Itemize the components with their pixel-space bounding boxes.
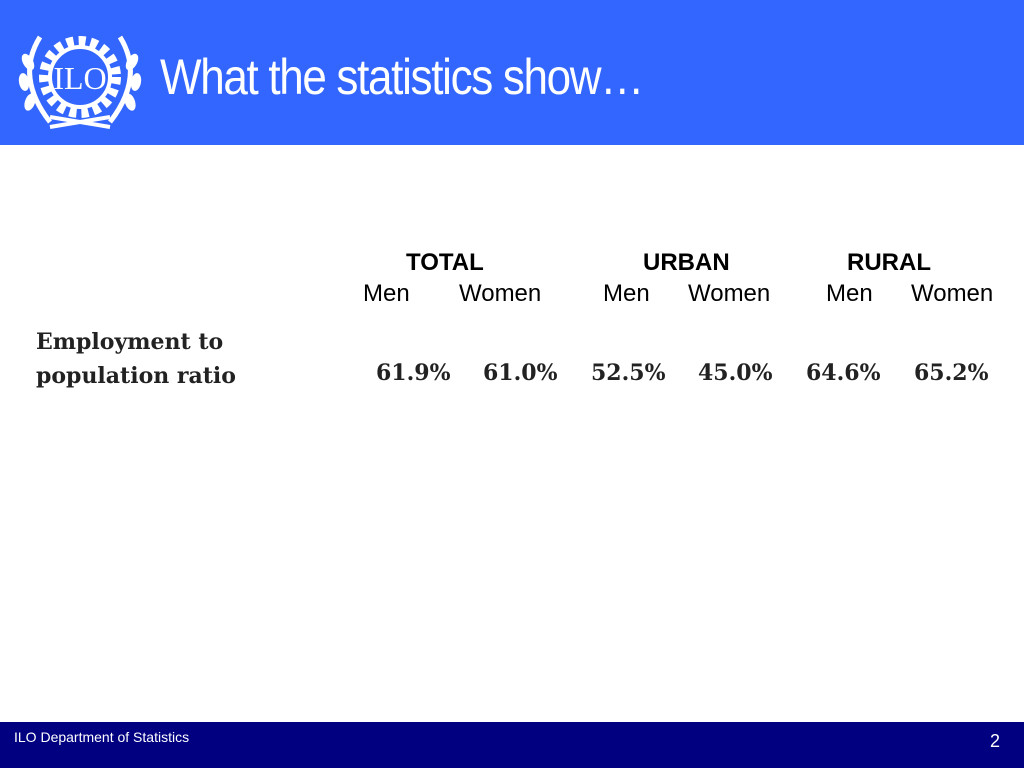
slide-header: ILO What the statistics show… (0, 0, 1024, 145)
value-rural-men: 64.6% (806, 360, 881, 386)
subheader-rural-men: Men (826, 280, 873, 307)
row-label-line2: population ratio (36, 363, 236, 389)
group-header-urban: URBAN (643, 249, 730, 276)
slide-footer: ILO Department of Statistics 2 (0, 722, 1024, 768)
group-header-total: TOTAL (406, 249, 484, 276)
slide-title: What the statistics show… (160, 49, 644, 105)
subheader-total-women: Women (459, 280, 542, 307)
subheader-urban-women: Women (688, 280, 771, 307)
svg-text:ILO: ILO (53, 60, 106, 96)
footer-text: ILO Department of Statistics (14, 729, 190, 745)
ilo-logo: ILO (18, 35, 142, 129)
subheader-total-men: Men (363, 280, 410, 307)
group-header-rural: RURAL (847, 249, 931, 276)
subheader-urban-men: Men (603, 280, 650, 307)
page-number: 2 (989, 731, 1000, 751)
row-label: Employment to population ratio (36, 325, 236, 393)
value-urban-men: 52.5% (591, 360, 666, 386)
subheader-rural-women: Women (911, 280, 994, 307)
row-label-line1: Employment to (36, 329, 224, 355)
value-total-men: 61.9% (376, 360, 451, 386)
value-rural-women: 65.2% (914, 360, 989, 386)
value-total-women: 61.0% (483, 360, 558, 386)
value-urban-women: 45.0% (698, 360, 773, 386)
